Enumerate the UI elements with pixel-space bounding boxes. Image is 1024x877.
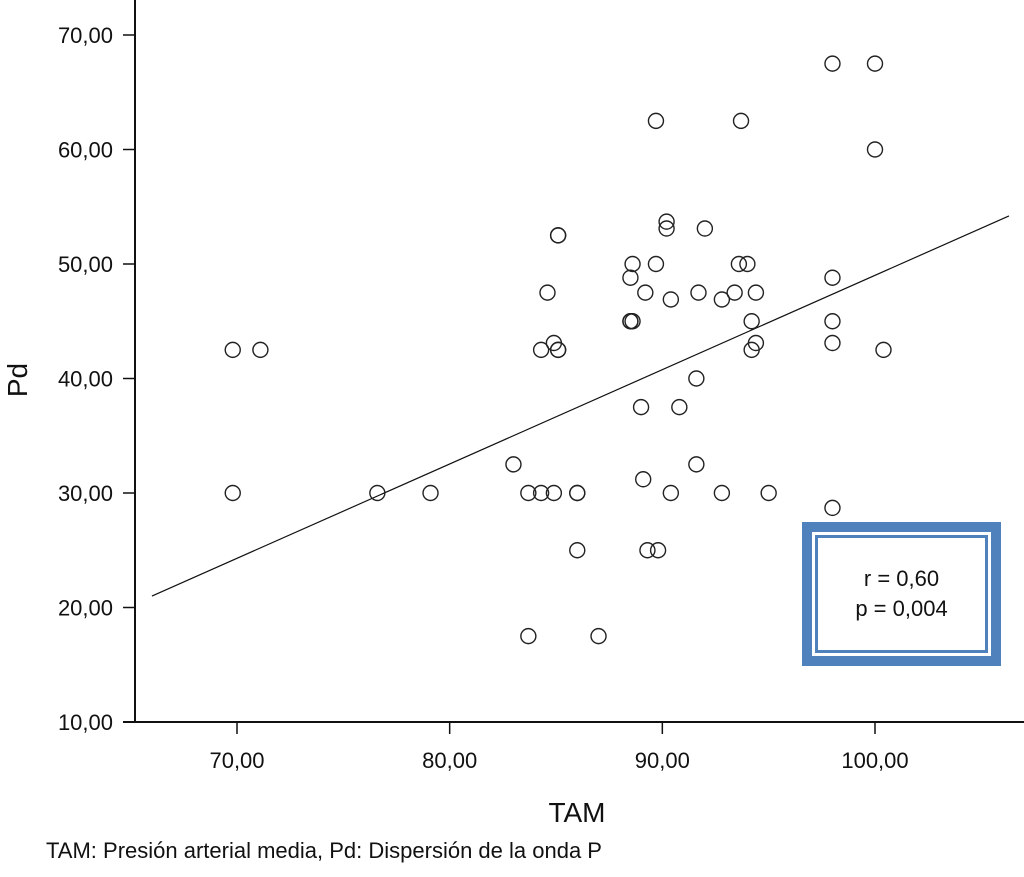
data-point — [696, 220, 714, 237]
data-point — [637, 284, 654, 301]
data-point — [713, 484, 731, 502]
y-tick-label: 50,00 — [58, 252, 113, 277]
stats-box-content: r = 0,60 p = 0,004 — [818, 538, 985, 650]
data-point — [569, 484, 586, 502]
data-point — [726, 284, 743, 301]
y-tick-label: 30,00 — [58, 481, 113, 506]
data-point — [688, 456, 705, 473]
x-ticks: 70,00 80,00 90,00 100,00 — [209, 722, 909, 773]
data-point — [549, 341, 567, 359]
data-point — [649, 542, 667, 559]
data-point — [369, 484, 386, 502]
data-point — [866, 55, 884, 72]
axes — [123, 0, 1024, 723]
data-point — [866, 141, 884, 158]
data-point — [505, 456, 522, 473]
data-point — [739, 255, 756, 273]
data-point — [532, 484, 550, 502]
x-tick-label: 70,00 — [209, 748, 264, 773]
y-tick-label: 40,00 — [58, 367, 113, 392]
data-points — [224, 55, 892, 645]
data-point — [730, 255, 748, 273]
p-value: p = 0,004 — [855, 596, 948, 621]
data-point — [639, 542, 656, 559]
data-point — [590, 627, 607, 645]
data-point — [520, 627, 537, 645]
data-point — [690, 284, 707, 301]
x-tick-label: 80,00 — [422, 748, 477, 773]
data-point — [632, 398, 650, 416]
data-point — [569, 542, 586, 559]
data-point — [545, 484, 563, 502]
data-point — [624, 255, 641, 273]
data-point — [760, 484, 777, 502]
stats-box-inner-border: r = 0,60 p = 0,004 — [815, 535, 988, 653]
data-point — [224, 484, 241, 502]
data-point — [224, 341, 241, 359]
data-point — [532, 341, 550, 359]
data-point — [549, 227, 567, 244]
data-point — [658, 213, 675, 230]
regression-line — [151, 215, 1010, 597]
y-tick-label: 10,00 — [58, 710, 113, 735]
data-point — [662, 291, 680, 308]
y-axis-title: Pd — [2, 363, 33, 397]
data-point — [520, 484, 537, 502]
data-point — [658, 220, 675, 237]
x-tick-label: 100,00 — [841, 748, 908, 773]
data-point — [647, 112, 665, 130]
x-tick-label: 90,00 — [635, 748, 690, 773]
data-point — [622, 313, 639, 330]
data-point — [671, 398, 688, 416]
y-ticks: 10,00 20,00 30,00 40,00 50,00 60,00 70,00 — [58, 23, 135, 735]
data-point — [647, 255, 665, 273]
regression-line-group — [151, 215, 1010, 597]
x-axis-title: TAM — [548, 797, 605, 828]
data-point — [743, 313, 760, 330]
data-point — [662, 484, 680, 502]
data-point — [824, 499, 841, 517]
y-tick-label: 20,00 — [58, 596, 113, 621]
stats-box-frame: r = 0,60 p = 0,004 — [812, 532, 991, 656]
data-point — [824, 55, 841, 72]
data-point — [824, 334, 841, 352]
y-tick-label: 60,00 — [58, 138, 113, 163]
data-point — [743, 341, 760, 359]
y-tick-label: 70,00 — [58, 23, 113, 48]
data-point — [539, 284, 556, 301]
correlation-stats-box: r = 0,60 p = 0,004 — [802, 522, 1001, 666]
data-point — [252, 341, 269, 359]
data-point — [422, 484, 439, 502]
data-point — [713, 291, 731, 308]
data-point — [824, 269, 841, 286]
data-point — [622, 269, 639, 286]
data-point — [634, 471, 652, 488]
figure-caption: TAM: Presión arterial media, Pd: Dispers… — [46, 838, 602, 863]
data-point — [732, 112, 750, 130]
data-point — [875, 341, 892, 359]
correlation-r: r = 0,60 — [863, 566, 940, 591]
data-point — [747, 284, 765, 301]
data-point — [824, 313, 841, 330]
data-point — [688, 370, 705, 387]
